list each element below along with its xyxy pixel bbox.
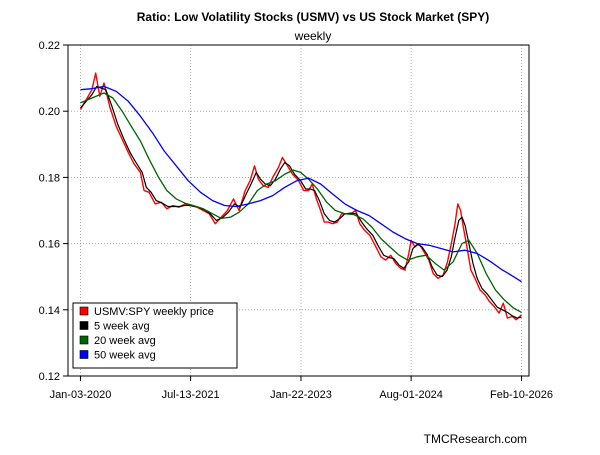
legend-label: 20 week avg [94,335,156,347]
x-tick-label: Jan-03-2020 [50,389,112,401]
watermark: TMCResearch.com [424,432,527,446]
y-tick-label: 0.20 [39,106,60,118]
y-tick-label: 0.18 [39,172,60,184]
x-tick-label: Jul-13-2021 [162,389,220,401]
legend-label: 50 week avg [94,350,156,362]
series-line-4 [80,85,522,283]
legend-box [72,302,238,369]
chart-title: Ratio: Low Volatility Stocks (USMV) vs U… [137,10,490,24]
axis-layer: 0.12 0.14 0.16 0.18 0.20 0.22 Jan-03-2020 Jul-1… [39,40,553,401]
series-line-2 [80,85,522,319]
plot-frame [67,44,530,377]
legend-label: 5 week avg [94,321,150,333]
legend: USMV:SPY weekly price 5 week avg 20 week a… [72,302,238,369]
y-tick-label: 0.14 [39,305,60,317]
y-tick-label: 0.12 [39,371,60,383]
y-tick-label: 0.16 [39,239,60,251]
y-tick-label: 0.22 [39,40,60,52]
x-tick-label: Jan-22-2023 [270,389,332,401]
legend-swatch [79,321,89,330]
legend-swatch [79,350,89,359]
legend-swatch [79,306,89,316]
series-line-3 [80,92,522,313]
legend-label: USMV:SPY weekly price [94,306,214,318]
x-tick-label: Feb-10-2026 [490,389,553,401]
x-tick-label: Aug-01-2024 [379,389,443,401]
legend-swatch [79,335,89,345]
series-layer [79,72,522,321]
chart-subtitle: weekly [294,29,332,43]
